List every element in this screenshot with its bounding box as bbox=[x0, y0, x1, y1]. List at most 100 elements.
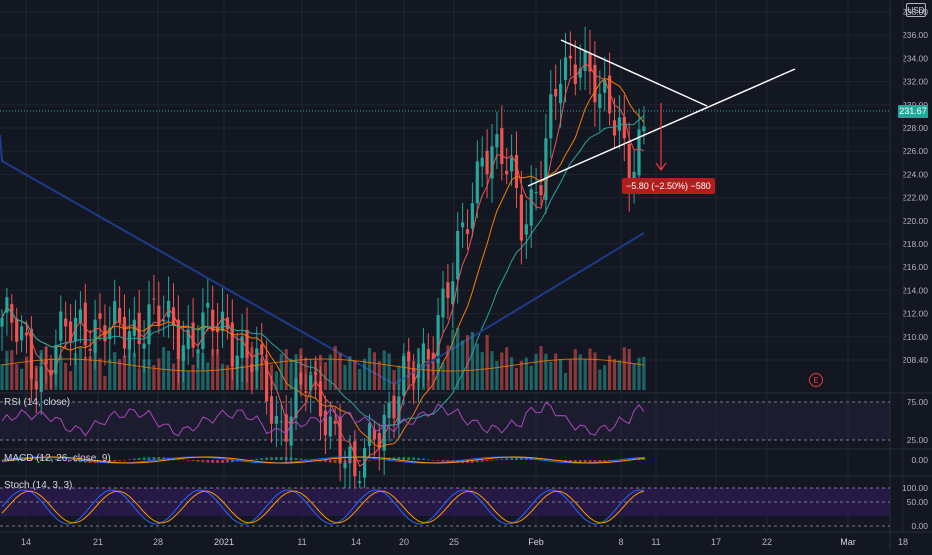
macd-histogram-bar bbox=[265, 457, 268, 460]
volume-bar bbox=[382, 350, 386, 390]
volume-bar bbox=[274, 371, 278, 390]
macd-histogram-bar bbox=[495, 459, 499, 461]
macd-histogram-bar bbox=[34, 457, 38, 460]
candle-body bbox=[568, 55, 572, 59]
candle-body bbox=[622, 116, 626, 139]
volume-bar bbox=[363, 358, 367, 390]
macd-histogram-bar bbox=[142, 457, 146, 460]
current-price-tag: 231.67 bbox=[898, 105, 928, 118]
macd-histogram-bar bbox=[373, 459, 376, 461]
volume-bar bbox=[69, 371, 73, 390]
price-tick-label: 236.00 bbox=[902, 30, 928, 40]
volume-bar bbox=[162, 347, 166, 390]
candle-body bbox=[367, 423, 372, 447]
macd-histogram-bar bbox=[510, 457, 513, 460]
price-tick-label: 238.00 bbox=[902, 7, 928, 17]
volume-bar bbox=[265, 354, 269, 390]
candle-body bbox=[137, 312, 141, 345]
macd-histogram-bar bbox=[598, 460, 602, 463]
volume-bar bbox=[34, 365, 38, 390]
candle-body bbox=[470, 203, 474, 229]
candle-body bbox=[573, 64, 577, 85]
macd-histogram-bar bbox=[588, 460, 592, 463]
price-tick-label: 234.00 bbox=[902, 53, 928, 63]
candle-body bbox=[377, 432, 381, 449]
macd-histogram-bar bbox=[279, 457, 283, 460]
volume-bar bbox=[397, 365, 401, 390]
earnings-icon[interactable]: E bbox=[809, 373, 823, 387]
macd-histogram-bar bbox=[485, 460, 489, 462]
candle-body bbox=[441, 288, 445, 318]
volume-bar bbox=[519, 360, 523, 390]
time-tick-label: 18 bbox=[898, 537, 908, 547]
rsi-pane-title[interactable]: RSI (14, close) bbox=[4, 397, 71, 408]
volume-bar bbox=[318, 354, 323, 390]
candle-body bbox=[88, 349, 92, 351]
volume-bar bbox=[269, 364, 274, 390]
macd-histogram-bar bbox=[407, 457, 411, 460]
candle-body bbox=[475, 161, 479, 204]
stoch-k-line bbox=[1, 489, 644, 525]
macd-histogram-bar bbox=[132, 458, 136, 460]
candle-body bbox=[529, 189, 533, 226]
macd-histogram-bar bbox=[392, 457, 396, 460]
macd-histogram-bar bbox=[113, 460, 117, 462]
volume-bar bbox=[431, 361, 435, 390]
volume-bar bbox=[108, 359, 112, 390]
time-tick-label: 25 bbox=[449, 537, 459, 547]
macd-histogram-bar bbox=[328, 460, 332, 463]
macd-histogram-bar bbox=[632, 457, 636, 460]
candle-body bbox=[382, 414, 386, 451]
macd-histogram-bar bbox=[564, 460, 567, 462]
candle-body bbox=[505, 170, 509, 175]
volume-bar bbox=[578, 354, 582, 390]
macd-histogram-bar bbox=[436, 460, 440, 461]
price-tick-label: 208.40 bbox=[902, 355, 928, 365]
macd-histogram-bar bbox=[515, 457, 518, 460]
candle-body bbox=[338, 416, 342, 464]
macd-histogram-bar bbox=[123, 460, 126, 461]
candle-body bbox=[196, 349, 200, 354]
currency-button[interactable]: USD bbox=[906, 3, 926, 17]
time-tick-label: 11 bbox=[297, 537, 306, 547]
macd-histogram-bar bbox=[44, 457, 48, 460]
volume-bar bbox=[83, 356, 87, 390]
candle-body bbox=[461, 222, 465, 228]
macd-histogram-bar bbox=[289, 457, 293, 460]
candle-body bbox=[627, 143, 631, 188]
macd-histogram-bar bbox=[573, 460, 577, 463]
volume-bar bbox=[367, 347, 372, 390]
candle-body bbox=[245, 329, 249, 358]
rsi-tick-label: 25.00 bbox=[907, 435, 929, 445]
candle-body bbox=[318, 381, 323, 417]
macd-histogram-bar bbox=[128, 459, 131, 460]
macd-histogram-bar bbox=[475, 460, 479, 463]
candle-body bbox=[563, 57, 568, 80]
macd-histogram-bar bbox=[324, 460, 327, 463]
macd-pane-title[interactable]: MACD (12, 26, close, 9) bbox=[4, 453, 111, 464]
volume-bar bbox=[524, 357, 528, 390]
volume-bar bbox=[333, 346, 337, 390]
volume-bar bbox=[456, 327, 460, 390]
ma-mid-line bbox=[1, 77, 645, 448]
volume-bar bbox=[412, 361, 416, 390]
candle-body bbox=[127, 331, 131, 350]
volume-bar bbox=[284, 349, 288, 390]
volume-bar bbox=[485, 334, 489, 390]
stoch-pane-title[interactable]: Stoch (14, 3, 3) bbox=[4, 480, 73, 491]
candle-body bbox=[211, 309, 215, 332]
rsi-band-fill bbox=[0, 402, 890, 440]
candle-body bbox=[333, 420, 337, 424]
volume-bar bbox=[201, 353, 205, 390]
macd-histogram-bar bbox=[275, 457, 278, 460]
candle-body bbox=[578, 68, 582, 78]
volume-bar bbox=[142, 359, 146, 390]
volume-bar bbox=[191, 364, 195, 390]
time-tick-label: 2021 bbox=[214, 537, 234, 547]
volume-bar bbox=[299, 348, 303, 390]
candle-body bbox=[152, 298, 156, 300]
volume-bar bbox=[632, 364, 636, 390]
volume-bar bbox=[627, 348, 631, 390]
